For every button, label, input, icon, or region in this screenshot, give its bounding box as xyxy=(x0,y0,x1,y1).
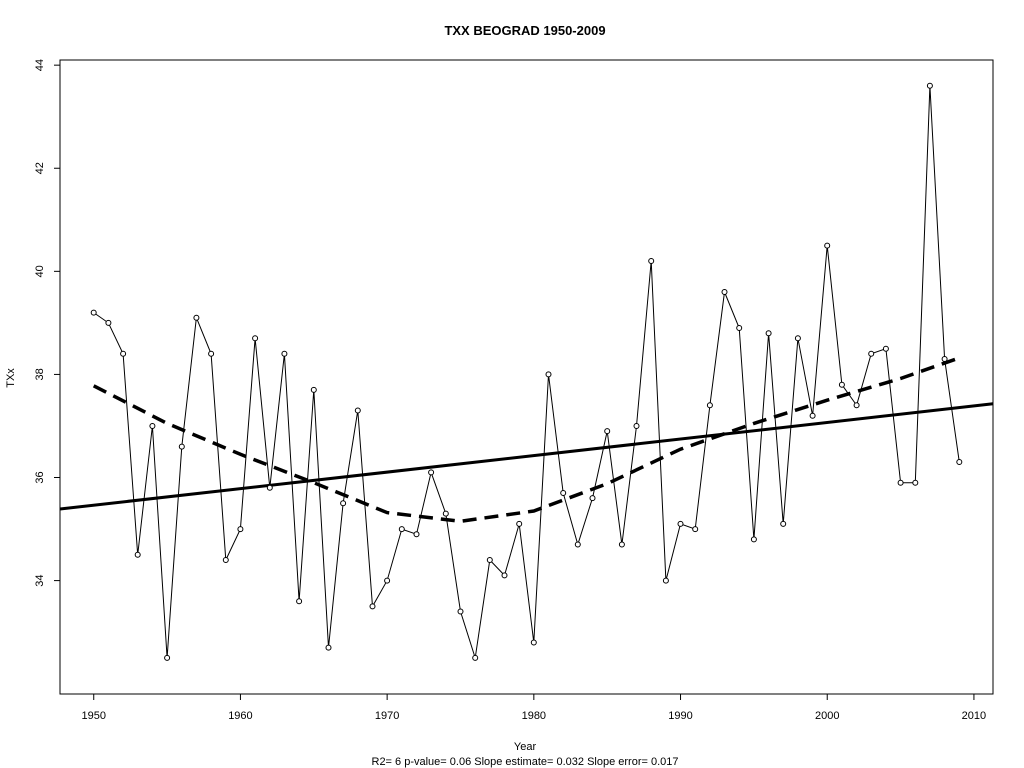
y-tick-label: 42 xyxy=(34,162,46,174)
data-point xyxy=(736,325,743,331)
data-point xyxy=(853,402,860,409)
data-point xyxy=(266,484,273,491)
data-point xyxy=(956,459,963,465)
y-tick-label: 34 xyxy=(34,574,46,586)
data-point xyxy=(530,639,537,646)
data-point xyxy=(105,319,112,326)
data-point xyxy=(354,407,361,414)
data-point xyxy=(193,314,200,321)
data-point xyxy=(648,258,655,264)
data-point xyxy=(442,510,449,517)
data-point xyxy=(486,557,493,563)
plot-frame xyxy=(59,59,994,695)
data-point xyxy=(149,423,156,429)
data-point xyxy=(941,356,948,362)
observed-line xyxy=(93,85,960,659)
data-point xyxy=(516,520,523,527)
data-point xyxy=(369,603,376,610)
data-point xyxy=(589,495,596,502)
stats-footer: R2= 6 p-value= 0.06 Slope estimate= 0.03… xyxy=(372,756,679,768)
chart-title: TXX BEOGRAD 1950-2009 xyxy=(444,23,605,38)
data-point xyxy=(340,500,347,507)
data-point xyxy=(574,541,581,548)
x-tick-label: 2000 xyxy=(815,710,839,722)
data-point xyxy=(501,572,508,579)
data-point xyxy=(237,526,244,533)
x-axis: 1950 1960 1970 1980 1990 2000 2010 xyxy=(81,694,986,722)
data-point xyxy=(824,242,831,249)
data-point xyxy=(310,386,317,393)
data-point xyxy=(809,412,816,419)
data-point xyxy=(780,520,787,527)
data-point xyxy=(750,536,757,543)
data-point xyxy=(398,526,405,533)
series-layer xyxy=(59,82,994,661)
data-point xyxy=(134,551,141,558)
data-point xyxy=(413,531,420,538)
data-point xyxy=(604,428,611,435)
y-axis-label: TXx xyxy=(5,368,17,388)
x-tick-label: 1980 xyxy=(522,710,546,722)
data-point xyxy=(926,82,933,89)
data-point xyxy=(912,479,919,486)
y-tick-label: 44 xyxy=(34,59,46,71)
y-tick-label: 38 xyxy=(34,368,46,380)
data-point xyxy=(90,309,97,316)
data-point xyxy=(662,577,669,584)
data-point xyxy=(618,541,625,548)
data-point xyxy=(633,423,640,429)
data-point xyxy=(120,350,127,357)
data-point xyxy=(325,644,332,651)
data-point xyxy=(252,335,259,342)
x-tick-label: 1970 xyxy=(375,710,399,722)
linear-trend-line xyxy=(59,402,994,511)
data-point xyxy=(178,443,185,450)
data-point xyxy=(882,345,889,352)
data-point xyxy=(765,330,772,337)
data-point xyxy=(384,577,391,584)
data-point xyxy=(838,381,845,388)
data-point xyxy=(472,654,479,661)
y-tick-label: 40 xyxy=(34,265,46,277)
data-point xyxy=(428,469,435,476)
data-point xyxy=(222,557,229,563)
y-axis: 34 36 38 40 42 44 xyxy=(34,59,60,587)
data-point xyxy=(281,350,288,357)
data-point xyxy=(457,608,464,615)
smooth-trend-line xyxy=(92,356,960,524)
data-point xyxy=(208,350,215,357)
data-point xyxy=(721,289,728,295)
data-point xyxy=(794,335,801,342)
data-point xyxy=(706,402,713,409)
x-tick-label: 1960 xyxy=(228,710,252,722)
x-axis-label: Year xyxy=(514,741,537,753)
data-point xyxy=(560,490,567,496)
x-tick-label: 1990 xyxy=(668,710,692,722)
data-point xyxy=(296,598,303,605)
data-point xyxy=(677,520,684,527)
x-tick-label: 1950 xyxy=(81,710,105,722)
data-point xyxy=(164,654,171,661)
data-point xyxy=(897,479,904,486)
y-tick-label: 36 xyxy=(34,471,46,483)
data-point xyxy=(545,371,552,378)
data-point xyxy=(868,350,875,357)
data-point xyxy=(692,526,699,533)
x-tick-label: 2010 xyxy=(962,710,986,722)
